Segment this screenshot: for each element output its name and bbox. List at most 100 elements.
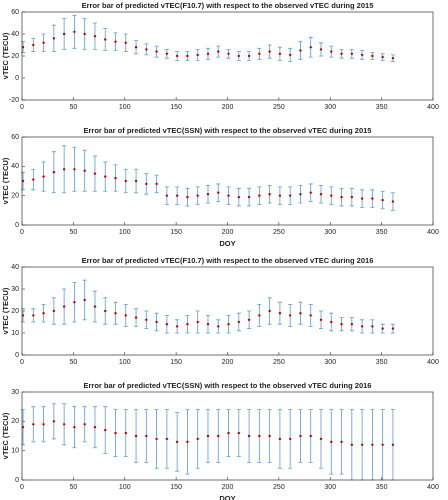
predicted-point — [319, 318, 323, 321]
predicted-point — [83, 423, 86, 426]
predicted-point — [62, 423, 66, 426]
x-tick-label: 150 — [170, 104, 182, 111]
plot-frame — [21, 136, 434, 226]
y-tick-label: 10 — [11, 330, 19, 337]
predicted-point — [134, 179, 138, 183]
predicted-point — [360, 325, 364, 328]
y-tick-label: 20 — [11, 53, 19, 60]
predicted-point — [268, 50, 271, 53]
x-tick-label: 350 — [376, 359, 388, 366]
predicted-point — [206, 52, 210, 55]
predicted-point — [247, 318, 251, 321]
predicted-point — [52, 171, 56, 174]
x-tick-label: 0 — [20, 484, 24, 491]
x-tick-label: 50 — [69, 104, 77, 111]
predicted-point — [227, 323, 230, 326]
y-tick-label: 60 — [11, 134, 19, 141]
predicted-point — [62, 32, 66, 36]
predicted-point — [206, 193, 210, 196]
x-tick-label: 50 — [69, 229, 77, 236]
predicted-point — [350, 195, 354, 199]
predicted-point — [21, 426, 25, 429]
predicted-point — [217, 325, 220, 328]
y-tick-label: 20 — [11, 418, 19, 425]
predicted-point — [360, 443, 364, 446]
x-tick-label: 350 — [376, 104, 388, 111]
x-tick-label: 0 — [20, 104, 24, 111]
predicted-point — [175, 54, 179, 58]
y-tick-label: 0 — [15, 352, 19, 359]
predicted-point — [247, 54, 251, 58]
predicted-point — [196, 53, 199, 57]
predicted-point — [371, 325, 374, 328]
predicted-point — [175, 440, 179, 444]
y-axis-label: vTEC (TECU) — [1, 412, 10, 459]
predicted-point — [165, 194, 169, 197]
predicted-point — [247, 195, 251, 199]
x-tick-label: 300 — [324, 229, 336, 236]
y-tick-label: 0 — [15, 477, 19, 484]
predicted-point — [52, 309, 56, 313]
predicted-point — [330, 194, 333, 197]
predicted-point — [73, 426, 76, 429]
predicted-point — [93, 172, 97, 175]
x-tick-label: 200 — [222, 229, 234, 236]
predicted-point — [299, 193, 302, 196]
predicted-point — [319, 193, 323, 196]
predicted-point — [371, 197, 374, 200]
panel-title: Error bar of predicted vTEC(SSN) with re… — [84, 126, 372, 135]
predicted-point — [52, 37, 56, 40]
predicted-point — [299, 49, 302, 52]
predicted-point — [237, 431, 241, 435]
predicted-point — [93, 305, 97, 308]
predicted-point — [104, 428, 107, 432]
x-tick-label: 150 — [170, 229, 182, 236]
panel-title: Error bar of predicted vTEC(F10.7) with … — [82, 1, 374, 10]
y-tick-label: 30 — [11, 286, 19, 293]
predicted-point — [237, 54, 241, 58]
predicted-point — [114, 40, 117, 43]
predicted-point — [217, 50, 220, 53]
predicted-point — [83, 169, 86, 172]
x-tick-label: 400 — [427, 229, 439, 236]
predicted-point — [330, 440, 333, 444]
x-tick-label: 150 — [170, 359, 182, 366]
x-tick-label: 100 — [119, 359, 131, 366]
predicted-point — [134, 316, 138, 319]
predicted-point — [114, 312, 117, 315]
predicted-point — [381, 55, 384, 59]
predicted-point — [73, 168, 76, 171]
y-tick-label: 40 — [11, 163, 19, 170]
predicted-point — [114, 176, 117, 180]
x-tick-label: 200 — [222, 104, 234, 111]
predicted-point — [155, 50, 158, 53]
predicted-point — [32, 314, 35, 317]
predicted-point — [62, 168, 66, 171]
y-tick-label: 0 — [15, 75, 19, 82]
predicted-point — [319, 437, 323, 441]
predicted-point — [104, 38, 107, 41]
x-tick-label: 350 — [376, 484, 388, 491]
predicted-point — [186, 54, 189, 58]
x-tick-label: 0 — [20, 229, 24, 236]
x-tick-label: 250 — [273, 359, 285, 366]
predicted-point — [206, 323, 210, 326]
predicted-point — [391, 200, 395, 203]
x-tick-label: 250 — [273, 484, 285, 491]
y-tick-label: 60 — [11, 9, 19, 16]
predicted-point — [381, 327, 384, 330]
predicted-point — [21, 314, 25, 317]
predicted-point — [165, 437, 169, 441]
predicted-point — [278, 194, 282, 197]
y-tick-label: -20 — [9, 97, 19, 104]
predicted-point — [371, 54, 374, 58]
predicted-point — [93, 426, 97, 429]
predicted-point — [134, 46, 138, 49]
plot-frame — [21, 266, 434, 356]
predicted-point — [114, 431, 117, 435]
predicted-point — [268, 309, 271, 313]
panel: Error bar of predicted vTEC(F10.7) with … — [1, 256, 439, 366]
x-tick-label: 250 — [273, 229, 285, 236]
y-tick-label: 10 — [11, 448, 19, 455]
